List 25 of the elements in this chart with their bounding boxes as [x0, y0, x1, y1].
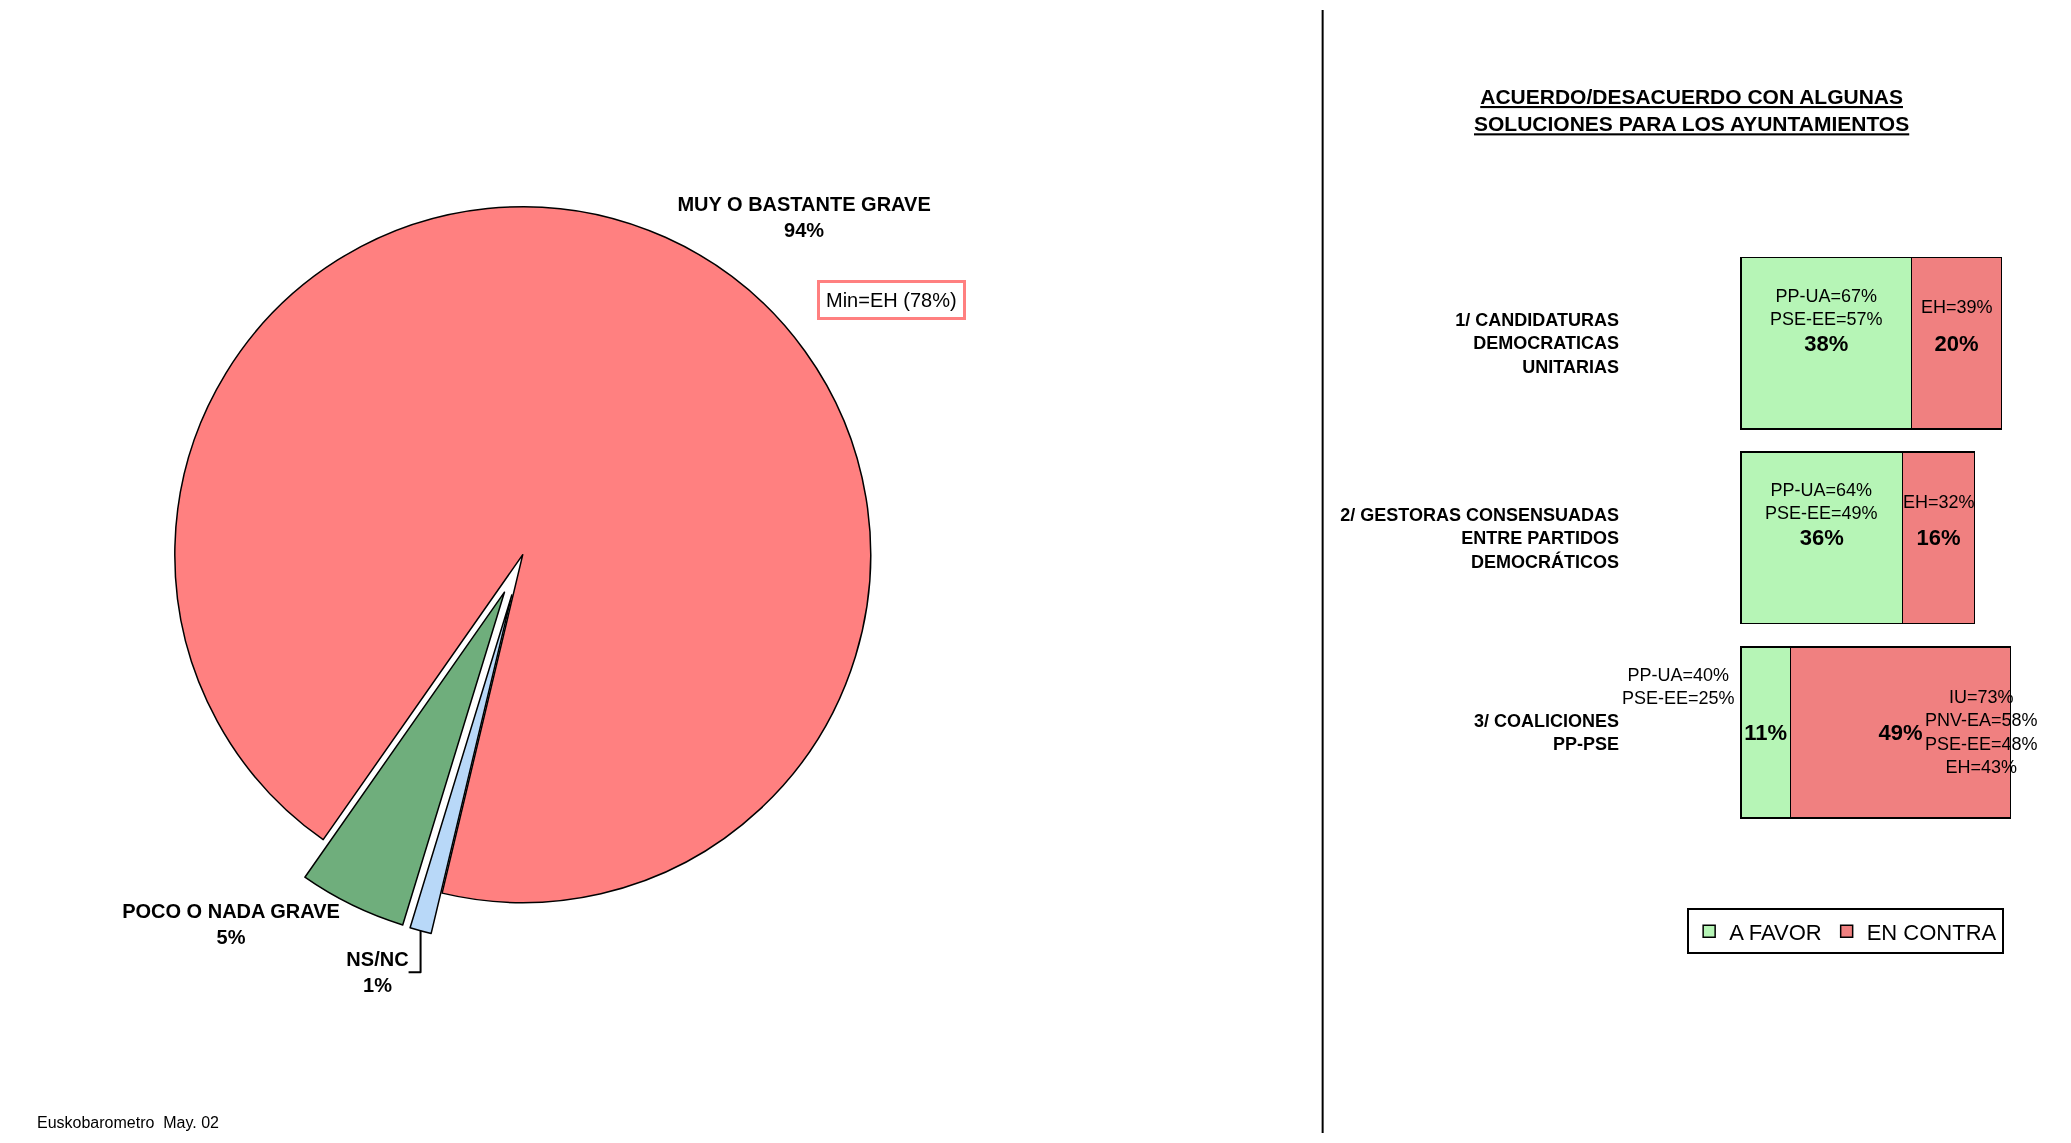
legend-label: A FAVOR — [1729, 919, 1822, 945]
y-tick-label: 1/ CANDIDATURAS DEMOCRATICAS UNITARIAS — [1455, 310, 1620, 377]
slice-label: MUY O BASTANTE GRAVE — [677, 193, 931, 216]
data-label: 36% — [1799, 525, 1844, 551]
data-label: 49% — [1878, 719, 1923, 745]
data-label: 94% — [784, 219, 825, 242]
slice-label: POCO O NADA GRAVE — [122, 900, 340, 923]
data-label: 11% — [1744, 719, 1788, 745]
data-label: 38% — [1804, 330, 1849, 356]
text: Min=EH (78%) — [826, 289, 957, 311]
data-label: 16% — [1916, 525, 1961, 551]
text: PP-UA=40% PSE-EE=25% — [1622, 665, 1735, 709]
data-label: 20% — [1934, 330, 1979, 356]
data-label: 5% — [216, 926, 246, 949]
annotation: EH=32% — [1903, 492, 1975, 512]
annotation: EH=39% — [1921, 297, 1993, 317]
legend-label: EN CONTRA — [1866, 919, 1997, 945]
data-label: 1% — [363, 974, 393, 997]
text: Euskobarometro May. 02 — [37, 1114, 220, 1131]
y-tick-label: 3/ COALICIONES PP-PSE — [1474, 711, 1620, 755]
y-tick-label: 2/ GESTORAS CONSENSUADAS ENTRE PARTIDOS DEMOCRÁTICOS — [1340, 504, 1620, 572]
annotation: PP-UA=64% PSE-EE=49% — [1765, 480, 1878, 524]
annotation: PP-UA=67% PSE-EE=57% — [1770, 286, 1883, 330]
chart-title: ACUERDO/DESACUERDO CON ALGUNAS SOLUCIONES PARA LOS AYUNTAMIENTOS — [1474, 85, 1910, 136]
slice-label: NS/NC — [346, 948, 409, 971]
